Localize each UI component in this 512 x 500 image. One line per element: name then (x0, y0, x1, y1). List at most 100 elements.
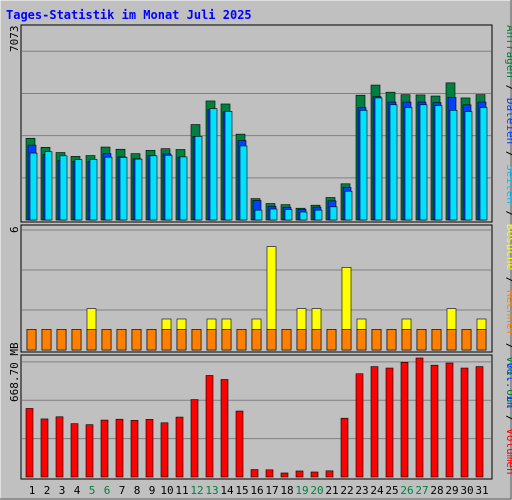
bar-sites-day-4 (71, 329, 82, 351)
bar-pages-day-15 (239, 145, 248, 221)
bar-sites-day-15 (236, 329, 247, 351)
day-label-28: 28 (430, 484, 443, 497)
day-label-11: 11 (175, 484, 188, 497)
bar-pages-day-12 (194, 136, 203, 221)
legend-item: Dateien (504, 98, 512, 144)
day-label-18: 18 (280, 484, 293, 497)
bar-pages-day-9 (149, 155, 158, 221)
bar-volume-day-4 (70, 423, 79, 478)
bar-sites-day-19 (296, 329, 307, 351)
bar-sites-day-13 (206, 329, 217, 351)
bar-pages-day-19 (299, 211, 308, 221)
bar-volume-day-11 (175, 416, 184, 478)
legend-item: Vol. In (504, 362, 512, 408)
bar-sites-day-14 (221, 329, 232, 351)
bar-volume-day-31 (475, 366, 484, 478)
bar-volume-day-23 (355, 373, 364, 478)
day-label-20: 20 (310, 484, 323, 497)
bar-pages-day-25 (389, 104, 398, 221)
y-max-label-volume: 668.70 MB (8, 342, 21, 402)
bar-volume-day-21 (325, 470, 334, 478)
bar-volume-day-13 (205, 375, 214, 478)
bar-pages-day-7 (119, 157, 128, 221)
bar-volume-day-3 (55, 416, 64, 478)
bar-volume-day-27 (415, 357, 424, 478)
bar-pages-day-20 (314, 209, 323, 221)
bar-pages-day-6 (104, 156, 113, 221)
bar-sites-day-7 (116, 329, 127, 351)
bar-volume-day-24 (370, 366, 379, 478)
bar-pages-day-13 (209, 108, 218, 221)
panel-hits-frame (20, 24, 493, 223)
grid-lines (22, 50, 491, 440)
day-label-6: 6 (104, 484, 111, 497)
day-label-30: 30 (460, 484, 473, 497)
day-label-7: 7 (119, 484, 126, 497)
legend-item: Volumen (504, 428, 512, 474)
bar-sites-day-23 (356, 329, 367, 351)
bar-sites-day-10 (161, 329, 172, 351)
bar-pages-day-26 (404, 107, 413, 221)
bar-pages-day-31 (479, 107, 488, 221)
legend-bottom: Vol. In / Volumen (504, 362, 512, 475)
legend-separator: / (504, 78, 512, 98)
day-label-22: 22 (340, 484, 353, 497)
day-label-9: 9 (149, 484, 156, 497)
bar-pages-day-28 (434, 105, 443, 221)
bar-volume-day-7 (115, 418, 124, 478)
bar-volume-day-2 (40, 418, 49, 478)
bar-sites-day-6 (101, 329, 112, 351)
bar-pages-day-1 (29, 152, 38, 221)
y-max-label-hits: 7073 (8, 26, 21, 53)
chart-title: Tages-Statistik im Monat Juli 2025 (6, 8, 252, 22)
bar-pages-day-29 (449, 109, 458, 221)
bar-volume-day-20 (310, 471, 319, 478)
bar-volume-day-12 (190, 399, 199, 478)
day-label-26: 26 (400, 484, 413, 497)
bar-sites-day-16 (251, 329, 262, 351)
bar-sites-day-17 (266, 329, 277, 351)
day-label-31: 31 (475, 484, 488, 497)
day-label-3: 3 (59, 484, 66, 497)
legend-item: Anfragen (504, 25, 512, 78)
bar-sites-day-9 (146, 329, 157, 351)
bar-volume-day-8 (130, 420, 139, 478)
bar-volume-day-30 (460, 367, 469, 478)
day-label-27: 27 (415, 484, 428, 497)
day-label-8: 8 (134, 484, 141, 497)
bar-volume-day-10 (160, 422, 169, 478)
day-label-14: 14 (220, 484, 234, 497)
bar-sites-day-8 (131, 329, 142, 351)
bar-volume-day-9 (145, 419, 154, 478)
bar-pages-day-24 (374, 97, 383, 221)
bar-pages-day-18 (284, 209, 293, 221)
bar-pages-day-8 (134, 158, 143, 221)
bar-volume-day-26 (400, 362, 409, 478)
bar-volume-day-1 (25, 408, 34, 478)
bar-sites-day-29 (446, 329, 457, 351)
legend-separator: / (504, 144, 512, 164)
bar-sites-day-25 (386, 329, 397, 351)
day-label-19: 19 (295, 484, 308, 497)
bar-pages-day-16 (254, 209, 263, 221)
bar-pages-day-17 (269, 208, 278, 221)
day-label-12: 12 (190, 484, 203, 497)
day-label-5: 5 (89, 484, 96, 497)
bar-volume-day-28 (430, 364, 439, 478)
bar-pages-day-11 (179, 156, 188, 221)
bar-sites-day-21 (326, 329, 337, 351)
bar-volume-day-18 (280, 472, 289, 478)
bar-volume-day-25 (385, 367, 394, 478)
bar-sites-day-12 (191, 329, 202, 351)
legend-item: Rechner (504, 290, 512, 337)
day-label-29: 29 (445, 484, 458, 497)
bar-pages-day-4 (74, 159, 83, 221)
bar-pages-day-27 (419, 104, 428, 221)
bar-volume-day-19 (295, 470, 304, 478)
panel-volume-frame (20, 354, 493, 480)
bar-volume-day-15 (235, 410, 244, 478)
bar-pages-day-2 (44, 151, 53, 221)
legend-item: Besuche (504, 224, 512, 270)
bar-sites-day-18 (281, 329, 292, 351)
legend-separator: / (504, 336, 512, 356)
